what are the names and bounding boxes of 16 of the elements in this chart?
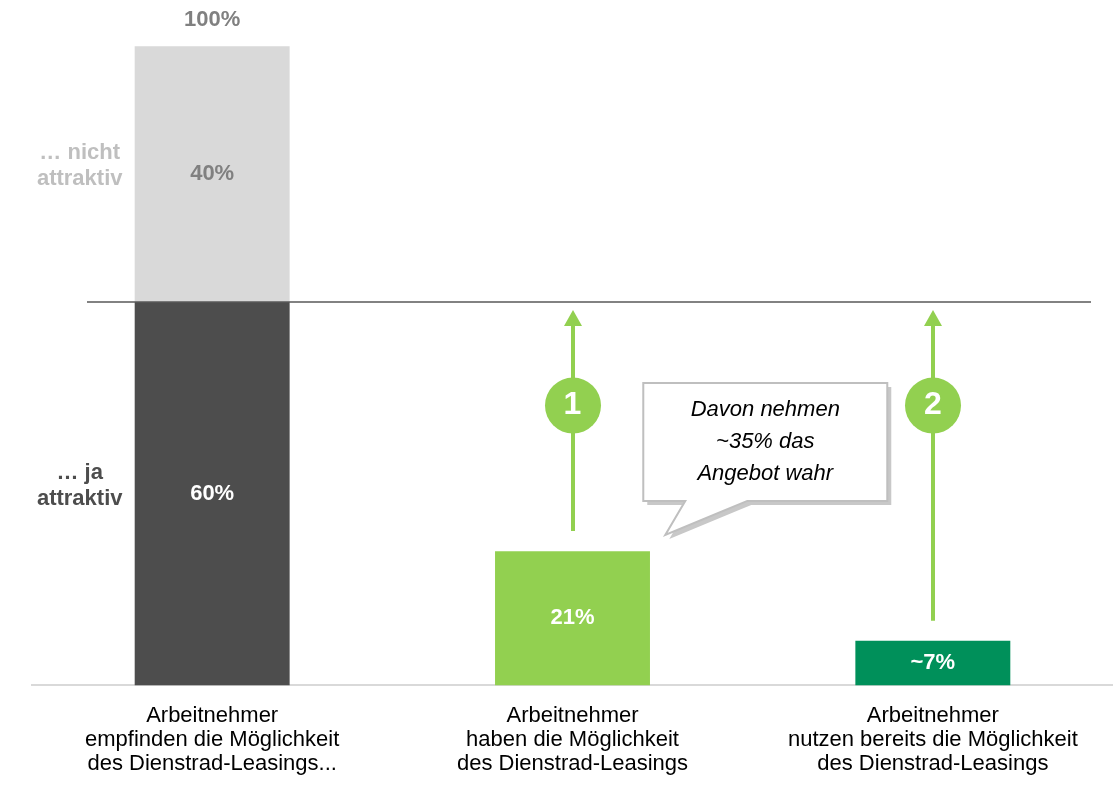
annotation: Davon nehmen ~35% das Angebot wahr: [690, 396, 840, 486]
x-tick-label: Arbeitnehmer nutzen bereits die Möglichkeit des Dienstrad-Leasings: [787, 701, 1078, 775]
bar: [855, 640, 1011, 686]
bar: [134, 46, 290, 302]
data-label: 40%: [190, 160, 235, 186]
series-label: … ja attraktiv: [36, 458, 124, 510]
annotation: 2: [922, 385, 943, 424]
bar: [495, 551, 650, 686]
x-tick-label: Arbeitnehmer haben die Möglichkeit des Dienstrad-Leasings: [456, 701, 689, 775]
series-label: … nicht attraktiv: [36, 139, 124, 191]
total-label: 100%: [184, 6, 241, 32]
x-tick-label: Arbeitnehmer empfinden die Möglichkeit des Dienstrad-Leasings...: [84, 701, 340, 775]
data-label: 60%: [190, 479, 235, 505]
annotation: 1: [562, 385, 583, 424]
data-label: ~7%: [910, 649, 956, 675]
data-label: 21%: [550, 604, 595, 630]
